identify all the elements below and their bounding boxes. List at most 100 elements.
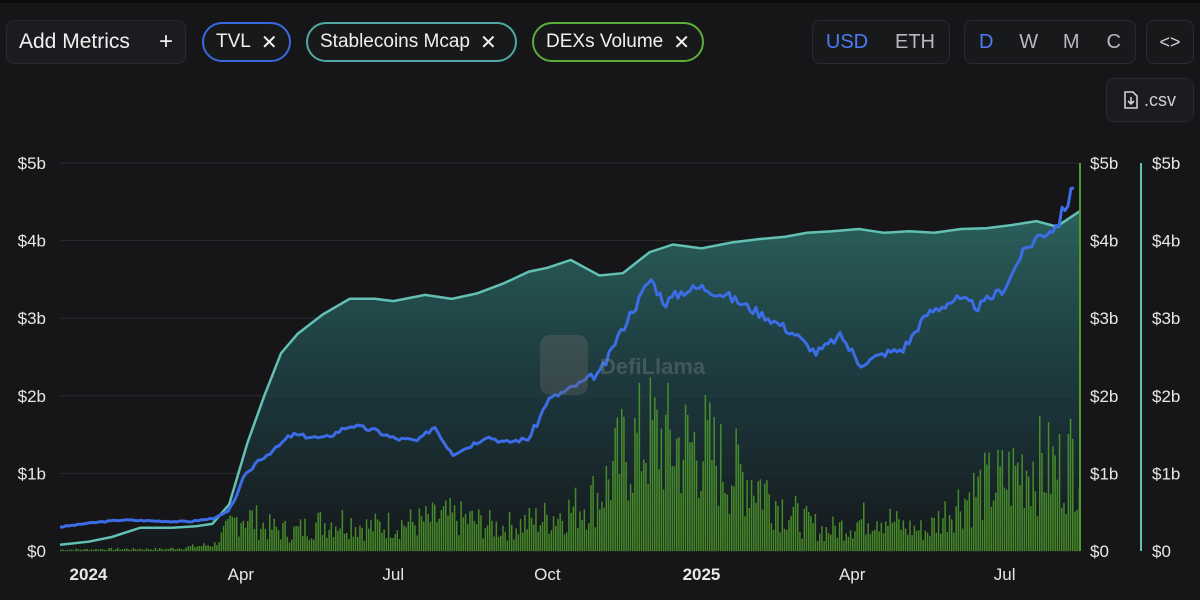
embed-button[interactable]: <> — [1146, 20, 1194, 64]
x-tick-label: Jul — [382, 565, 404, 584]
dex-volume-bar — [438, 518, 440, 551]
dex-volume-bar — [528, 508, 531, 551]
dex-volume-bar — [830, 534, 832, 551]
dex-volume-bar — [781, 499, 784, 551]
dex-volume-bar — [95, 548, 97, 551]
dex-volume-bar — [68, 549, 71, 551]
dex-volume-bar — [926, 532, 929, 551]
dex-volume-bar — [797, 503, 799, 551]
axes: $5b $4b $3b $2b $1b $0 $5b $4b $3b $2b $1b $0 $5b $4b… — [18, 154, 1181, 584]
dex-volume-bar — [790, 516, 792, 551]
dex-volume-bar — [673, 466, 676, 551]
dex-volume-bar — [1056, 479, 1059, 551]
dex-volume-bar — [238, 536, 240, 551]
close-icon[interactable]: ✕ — [673, 31, 690, 54]
chip-label: Stablecoins Mcap — [320, 31, 470, 52]
close-icon[interactable]: ✕ — [479, 31, 497, 54]
granularity-option-monthly[interactable]: M — [1062, 30, 1080, 53]
dex-volume-bar — [332, 537, 335, 551]
dex-volume-bar — [922, 539, 924, 551]
dex-volume-bar — [746, 480, 748, 551]
dex-volume-bar — [134, 549, 137, 551]
dex-volume-bar — [101, 549, 104, 551]
dex-volume-bar — [132, 547, 135, 551]
close-icon[interactable]: ✕ — [260, 31, 278, 54]
dex-volume-bar — [491, 520, 493, 551]
dex-volume-bar — [493, 536, 495, 551]
dex-volume-bar — [469, 511, 471, 551]
currency-option-usd[interactable]: USD — [825, 30, 869, 53]
dex-volume-bar — [627, 500, 630, 551]
dex-volume-bar — [308, 540, 311, 551]
metric-chip-dexs-volume[interactable]: DEXs Volume ✕ — [532, 22, 704, 62]
dex-volume-bar — [1065, 514, 1067, 551]
chip-label: DEXs Volume — [546, 31, 664, 52]
download-csv-button[interactable]: .csv — [1106, 78, 1194, 122]
dex-volume-bar — [610, 500, 612, 551]
dex-volume-bar — [640, 471, 643, 551]
dex-volume-bar — [159, 548, 161, 551]
dex-volume-bar — [1021, 454, 1023, 551]
dex-volume-bar — [601, 501, 603, 551]
granularity-option-cumulative[interactable]: C — [1106, 30, 1121, 53]
dex-volume-bar — [689, 442, 691, 551]
granularity-option-weekly[interactable]: W — [1019, 30, 1039, 53]
dex-volume-bar — [924, 530, 927, 551]
y-right-tick-label: $5b — [1090, 154, 1118, 173]
chip-label: TVL — [216, 31, 251, 52]
dex-volume-bar — [445, 500, 447, 551]
dex-volume-bar — [75, 548, 77, 551]
dex-volume-bar — [581, 519, 583, 551]
dex-volume-bar — [937, 510, 940, 551]
dex-volume-bar — [183, 549, 185, 551]
dex-volume-bar — [440, 510, 443, 551]
dex-volume-bar — [84, 548, 86, 551]
dex-volume-bar — [944, 501, 946, 551]
dex-volume-bar — [522, 532, 524, 551]
dex-volume-bar — [1043, 491, 1045, 551]
dex-volume-bar — [62, 549, 64, 551]
plus-icon: + — [158, 28, 173, 55]
metric-chip-tvl[interactable]: TVL ✕ — [202, 22, 291, 62]
granularity-toggle: D W M C — [964, 20, 1136, 64]
granularity-option-daily[interactable]: D — [979, 30, 994, 53]
dex-volume-bar — [258, 539, 260, 551]
dex-volume-bar — [1014, 465, 1017, 551]
dex-volume-bar — [387, 512, 390, 551]
dex-volume-bar — [665, 414, 667, 551]
dex-volume-bar — [341, 510, 344, 551]
currency-option-eth[interactable]: ETH — [895, 30, 935, 53]
dex-volume-bar — [625, 462, 627, 551]
dex-volume-bar — [669, 429, 671, 551]
dex-volume-bar — [836, 537, 839, 551]
dex-volume-bar — [484, 528, 487, 551]
dex-volume-bar — [766, 480, 768, 551]
dex-volume-bar — [203, 543, 205, 551]
y-right-tick-label: $1b — [1090, 464, 1118, 483]
dex-volume-bar — [907, 534, 909, 551]
dex-volume-bar — [726, 494, 729, 551]
dex-volume-bar — [1030, 506, 1032, 551]
dex-volume-bar — [904, 528, 907, 551]
dex-volume-bar — [651, 419, 654, 551]
dex-volume-bar — [748, 508, 751, 551]
dex-volume-bar — [420, 516, 423, 551]
dex-volume-bar — [700, 491, 702, 551]
dex-volume-bar — [887, 526, 889, 551]
dex-volume-bar — [381, 532, 383, 551]
dex-volume-bar — [227, 519, 229, 551]
dex-volume-bar — [706, 420, 709, 551]
dex-volume-bar — [621, 408, 623, 551]
dex-volume-bar — [709, 402, 711, 551]
add-metrics-button[interactable]: Add Metrics + — [6, 20, 186, 64]
dex-volume-bar — [566, 532, 568, 551]
dex-volume-bar — [590, 485, 592, 551]
dex-volume-bar — [429, 521, 432, 551]
dex-volume-bar — [935, 532, 938, 551]
dex-volume-bar — [691, 442, 693, 551]
dex-volume-bar — [86, 549, 88, 551]
metric-chip-stablecoins-mcap[interactable]: Stablecoins Mcap ✕ — [306, 22, 517, 62]
dex-volume-bar — [871, 530, 874, 551]
dex-volume-bar — [60, 549, 62, 551]
